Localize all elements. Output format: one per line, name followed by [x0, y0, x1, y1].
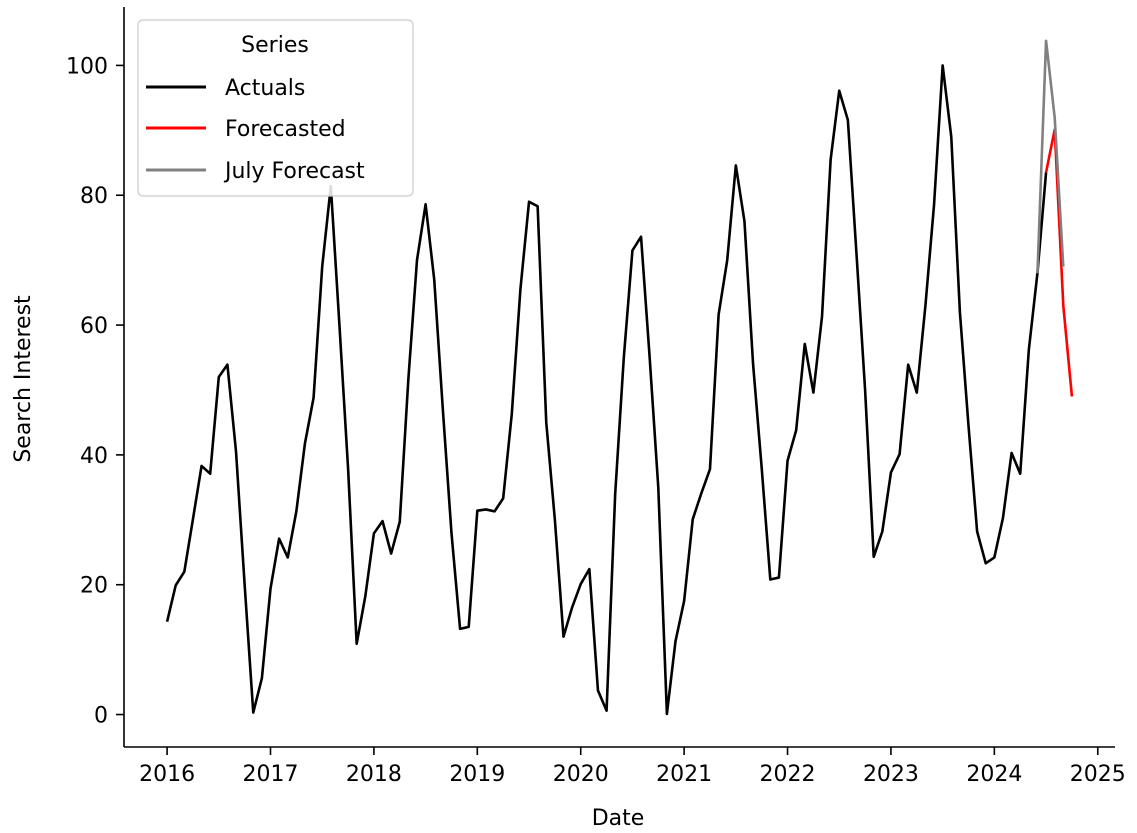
legend-label-actuals: Actuals: [225, 76, 305, 101]
x-axis-ticks: 2016 2017 2018 2019 2020 2021 2022 2023 2024 2025: [139, 747, 1126, 787]
series-line-july-forecast: [1036, 39, 1065, 274]
plot-area: [165, 39, 1074, 716]
x-tick-label: 2016: [139, 762, 195, 787]
series-line-actuals: [165, 64, 1048, 716]
legend-label-forecasted: Forecasted: [225, 117, 346, 142]
x-tick-label: 2021: [656, 762, 712, 787]
x-tick-label: 2017: [242, 762, 298, 787]
y-tick-label: 40: [80, 444, 108, 469]
y-axis-ticks: 0 20 40 60 80 100: [66, 54, 124, 729]
y-tick-label: 80: [80, 184, 108, 209]
x-tick-label: 2018: [346, 762, 402, 787]
x-axis-label: Date: [592, 806, 645, 831]
legend-title: Series: [241, 33, 309, 58]
y-tick-label: 60: [80, 314, 108, 339]
x-tick-label: 2020: [553, 762, 609, 787]
x-tick-label: 2022: [760, 762, 816, 787]
legend: Series Actuals Forecasted July Forecast: [137, 19, 414, 197]
y-tick-label: 20: [80, 574, 108, 599]
y-tick-label: 100: [66, 54, 108, 79]
x-tick-label: 2023: [863, 762, 919, 787]
x-tick-label: 2025: [1070, 762, 1126, 787]
legend-box: [137, 19, 414, 197]
x-tick-label: 2019: [449, 762, 505, 787]
legend-label-july-forecast: July Forecast: [223, 159, 365, 184]
series-line-forecasted: [1044, 128, 1074, 397]
y-tick-label: 0: [94, 704, 108, 729]
x-tick-label: 2024: [966, 762, 1022, 787]
y-axis-label: Search Interest: [11, 295, 36, 463]
